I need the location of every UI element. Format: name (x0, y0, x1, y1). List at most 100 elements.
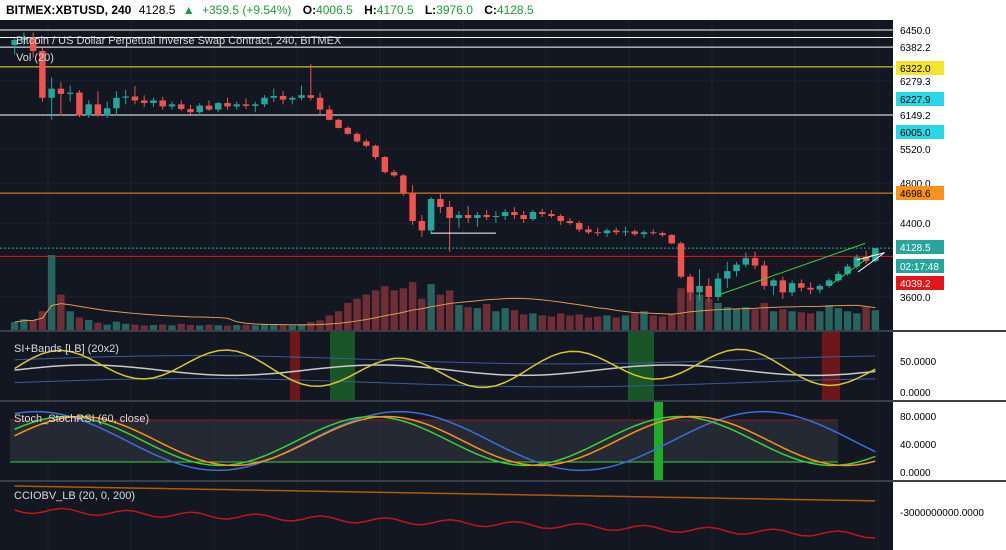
candle-body (215, 103, 222, 110)
volume-bar (279, 325, 287, 330)
candle-body (418, 221, 426, 231)
volume-bar (631, 313, 639, 330)
volume-bar (751, 309, 759, 330)
trend-drawings (431, 232, 885, 296)
candle-body (511, 212, 518, 215)
candle-body (668, 235, 675, 244)
candle-body (140, 100, 148, 104)
volume-bar (769, 311, 778, 330)
candle-body (446, 207, 453, 218)
candle-body (779, 280, 787, 293)
volume-bar (205, 324, 213, 330)
volume-bar (640, 311, 648, 330)
candle-body (57, 88, 65, 94)
candle-body (529, 212, 537, 219)
price-axis-ticks: 6450.0 6382.2 6279.3 6149.2 5520.0 4800.0 4400… (900, 26, 984, 519)
price-badge (896, 125, 944, 139)
open-price: O:4006.5 (303, 3, 357, 17)
cciobv-pane[interactable]: CCIOBV_LB (20, 0, 200) (14, 485, 876, 539)
si-line (14, 348, 876, 389)
high-label: H: (364, 3, 377, 17)
indicator-tick-label: 0.0000 (900, 468, 931, 479)
volume-bar (196, 325, 204, 330)
volume-bar (455, 305, 463, 330)
candle-body (261, 97, 268, 105)
candle-body (279, 95, 287, 100)
up-triangle-icon: ▲ (182, 3, 195, 17)
volume-bar (353, 298, 361, 330)
symbol-name[interactable]: BITMEX:XBTUSD, 240 (6, 3, 132, 17)
volume-bar (334, 311, 343, 330)
price-badge-label: 6005.0 (900, 128, 931, 139)
volume-bar (603, 315, 611, 330)
volume-bar (834, 308, 843, 330)
volume-bar (121, 323, 130, 330)
candle-body (372, 145, 379, 158)
volume-bar (307, 322, 315, 330)
lower-band-line (14, 377, 876, 388)
volume-bar (408, 282, 417, 330)
price-tick-label: 6450.0 (900, 26, 931, 37)
candle-body (409, 193, 416, 221)
candle-body (557, 216, 564, 221)
price-badge-label: 4128.5 (900, 243, 931, 254)
candle-body (853, 257, 861, 267)
stoch-k-line (14, 415, 876, 467)
rsi-line (14, 410, 876, 472)
volume-bar (251, 325, 259, 330)
candle-body (390, 172, 398, 176)
price-tick-label: 6279.3 (900, 77, 931, 88)
candle-body (631, 231, 638, 235)
volume-bar (112, 321, 121, 330)
candle-body (122, 96, 129, 98)
candle-body (131, 96, 139, 101)
volume-bar (29, 320, 37, 330)
candle-body (566, 221, 574, 223)
trendline-green (717, 242, 866, 296)
volume-bar (94, 322, 102, 330)
candle-body (150, 100, 157, 104)
main-chart-title: Bitcoin / US Dollar Perpetual Inverse Sw… (16, 35, 342, 47)
volume-bar (575, 314, 583, 330)
stoch-rsi-pane[interactable]: Stoch_StochRSI (60, close) (10, 402, 876, 480)
volume-bar (742, 307, 750, 330)
candle-body (252, 104, 259, 106)
candle-body (872, 248, 879, 261)
chart-canvas[interactable]: Bitcoin / US Dollar Perpetual Inverse Sw… (0, 20, 1006, 550)
volume-bar (418, 298, 426, 330)
candle-body (455, 215, 463, 218)
stoch-signal-bar (654, 402, 663, 480)
candle-body (363, 141, 370, 146)
volume-bar (556, 313, 565, 330)
volume-bar (482, 303, 491, 330)
open-value: 4006.5 (316, 3, 353, 17)
si-bands-pane[interactable]: SI+Bands [LB] (20x2) (14, 332, 876, 400)
candle-body (492, 216, 500, 217)
volume-bar (501, 308, 509, 330)
volume-bar (853, 313, 861, 330)
volume-bar (862, 307, 870, 330)
chart-background (0, 20, 1006, 550)
si-bands-title: SI+Bands [LB] (20x2) (14, 343, 119, 355)
indicator-tick-label: 0.0000 (900, 388, 931, 399)
price-pane[interactable]: Bitcoin / US Dollar Perpetual Inverse Sw… (0, 29, 893, 330)
candle-body (742, 258, 750, 265)
candle-body (307, 95, 315, 98)
candle-body (353, 133, 361, 142)
obv-orange-line (14, 485, 876, 502)
volume-bar (186, 325, 195, 330)
volume-bar (649, 315, 657, 330)
candle-body (788, 283, 796, 293)
candle-body (85, 104, 92, 116)
candle-body (298, 95, 305, 98)
candle-body (816, 285, 824, 290)
volume-bar (75, 317, 84, 330)
price-axis[interactable]: 6450.0 6382.2 6279.3 6149.2 5520.0 4800.0 4400… (893, 20, 1006, 550)
volume-bar (399, 288, 408, 330)
candle-body (344, 127, 352, 134)
candle-body (187, 109, 194, 113)
candle-body (575, 223, 583, 230)
stoch-rsi-title: Stoch_StochRSI (60, close) (14, 413, 149, 425)
candle-body (548, 214, 555, 216)
volume-bar (806, 313, 815, 330)
